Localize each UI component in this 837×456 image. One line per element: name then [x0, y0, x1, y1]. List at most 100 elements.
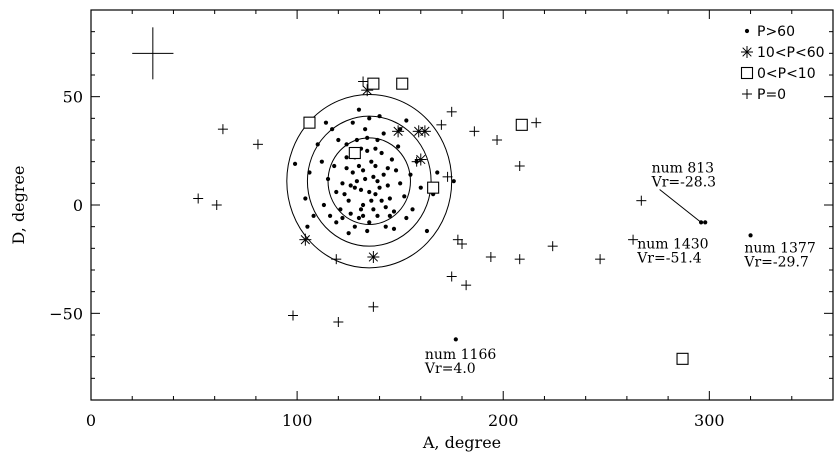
- y-tick-label-0: −50: [49, 304, 83, 323]
- point-square-3: [348, 146, 361, 160]
- point-dot-56: [375, 179, 380, 184]
- legend-label-1: 10<P<60: [757, 45, 825, 61]
- point-dot-42: [350, 120, 355, 125]
- point-asterisk-3: [392, 125, 405, 138]
- data-points: [193, 76, 753, 365]
- point-plus-23: [368, 301, 379, 312]
- plot-frame: [90, 9, 834, 401]
- point-plus-10: [531, 117, 542, 128]
- point-dot-22: [367, 220, 372, 225]
- y-axis-label: D, degree: [9, 166, 28, 245]
- point-dot-54: [348, 183, 353, 188]
- point-dot-84: [305, 224, 310, 229]
- point-plus-2: [252, 139, 263, 150]
- point-dot-24: [379, 150, 384, 156]
- point-plus-5: [446, 106, 457, 117]
- point-dot-60: [307, 170, 312, 175]
- legend-label-2: 0<P<10: [757, 66, 816, 82]
- point-dot-44: [365, 228, 370, 234]
- point-dot-33: [358, 187, 364, 192]
- point-dot-61: [315, 142, 320, 147]
- point-dot-10: [365, 148, 370, 153]
- point-dot-23: [348, 211, 353, 216]
- point-dot-11: [387, 196, 392, 201]
- point-plus-3: [193, 193, 204, 204]
- point-plus-9: [514, 161, 525, 171]
- point-square-5: [515, 118, 528, 131]
- point-dot-26: [389, 157, 395, 162]
- point-dot-15: [393, 168, 399, 173]
- annotation-0-line1: num 813: [652, 161, 714, 177]
- point-dot-69: [410, 207, 415, 212]
- point-dot-58: [385, 166, 390, 171]
- point-plus-4: [211, 200, 222, 210]
- point-plus-6: [436, 119, 447, 130]
- x-tick-label-2: 200: [488, 411, 519, 430]
- point-dot-65: [367, 116, 372, 121]
- point-dot-2: [373, 192, 378, 197]
- legend: P>60 10<P<60 0<P<10 P=0: [740, 24, 825, 103]
- legend-label-0: P>60: [757, 24, 795, 40]
- point-dot-4: [381, 172, 386, 177]
- point-dot-3: [356, 163, 362, 169]
- point-dot-29: [402, 194, 407, 199]
- point-plus-25: [333, 317, 344, 327]
- point-dot-55: [367, 189, 372, 195]
- point-plus-0: [358, 76, 369, 87]
- x-tick-label-1: 100: [282, 411, 313, 430]
- point-dot-70: [311, 213, 316, 218]
- point-square-4: [427, 181, 440, 194]
- point-plus-13: [452, 234, 463, 245]
- point-square-2: [396, 77, 409, 90]
- annotation-0-line2: Vr=-28.3: [651, 175, 716, 191]
- point-dot-48: [404, 215, 409, 221]
- point-dot-20: [334, 189, 339, 195]
- point-dot-13: [375, 213, 380, 218]
- point-dot-28: [352, 224, 357, 229]
- point-asterisk-1: [299, 233, 312, 246]
- point-plus-16: [485, 252, 496, 262]
- point-dot-93: [453, 337, 458, 342]
- point-dot-18: [344, 155, 349, 160]
- point-dot-79: [365, 135, 370, 140]
- point-dot-43: [381, 131, 386, 136]
- annotation-3-line1: num 1166: [425, 347, 496, 363]
- point-dot-49: [354, 179, 359, 184]
- point-plus-1: [217, 124, 228, 135]
- point-dot-45: [336, 137, 341, 143]
- point-dot-6: [369, 159, 374, 164]
- point-dot-9: [350, 170, 355, 175]
- point-dot-51: [342, 192, 347, 197]
- point-dot-25: [332, 163, 337, 169]
- point-square-0: [303, 116, 316, 129]
- point-dot-53: [360, 168, 366, 173]
- point-dot-94: [703, 220, 708, 225]
- point-dot-83: [435, 170, 440, 175]
- point-plus-7: [469, 126, 480, 137]
- point-dot-85: [424, 228, 430, 234]
- annotation-3-line2: Vr=4.0: [424, 361, 476, 377]
- point-plus-8: [492, 135, 503, 145]
- point-dot-72: [334, 220, 339, 225]
- legend-symbol-asterisk: [741, 46, 753, 58]
- point-plus-15: [331, 254, 342, 265]
- legend-symbol-plus: [742, 89, 752, 99]
- point-plus-11: [411, 156, 422, 167]
- legend-symbol-square: [740, 66, 754, 80]
- ring-2: [306, 115, 432, 247]
- point-dot-47: [327, 213, 333, 218]
- axis-ticks: 0 100 200 300 −50 0 50: [49, 9, 834, 430]
- point-plus-20: [636, 195, 647, 206]
- annotation-1-line2: Vr=-51.4: [636, 250, 702, 266]
- point-dot-8: [377, 185, 382, 190]
- y-tick-label-2: 50: [63, 88, 83, 107]
- point-dot-74: [344, 166, 349, 171]
- x-tick-label-0: 0: [86, 411, 96, 430]
- point-dot-1: [363, 176, 368, 182]
- point-dot-34: [369, 198, 374, 203]
- point-plus-19: [595, 254, 606, 265]
- point-dot-37: [356, 215, 362, 221]
- point-dot-71: [418, 185, 423, 190]
- point-dot-63: [330, 127, 335, 132]
